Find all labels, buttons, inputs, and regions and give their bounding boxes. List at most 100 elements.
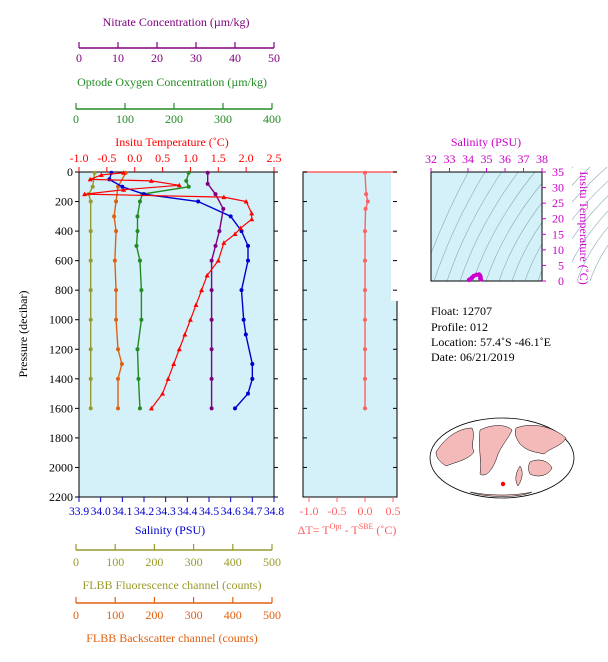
oxygen-tick-label: 400 (263, 112, 281, 126)
world-map (429, 417, 575, 499)
nitrate-tick-label: 10 (112, 51, 124, 65)
oxygen-point (137, 258, 142, 263)
temperature-point (148, 178, 154, 183)
ts-salinity-axis-label: Salinity (PSU) (451, 135, 521, 149)
delta-t-point (365, 199, 370, 204)
temperature-point (82, 191, 88, 197)
oxygen-point (137, 406, 142, 411)
density-contour (576, 226, 608, 282)
pressure-tick-label: 600 (55, 254, 73, 268)
nitrate-point (209, 258, 214, 263)
temperature-point (160, 391, 166, 396)
ts-temperature-tick-label: 5 (558, 258, 564, 272)
ts-mask-right (542, 152, 572, 292)
backscatter-profile-line (113, 172, 127, 409)
salinity-axis-label: Salinity (PSU) (135, 523, 205, 537)
delta-t-point (363, 206, 368, 211)
fluorescence-point (88, 229, 93, 234)
float-id-text: Float: 12707 (431, 304, 493, 318)
ts-salinity-tick-label: 33 (444, 152, 456, 166)
temperature-point (199, 287, 205, 293)
ts-temperature-tick-label: 30 (552, 181, 564, 195)
temperature-point (221, 194, 227, 200)
temperature-point (204, 272, 210, 278)
nitrate-point (209, 317, 214, 322)
nitrate-point (217, 229, 222, 234)
delta-t-point (363, 170, 367, 175)
temperature-point (182, 332, 188, 337)
backscatter-point (114, 229, 119, 234)
fluorescence-tick-label: 100 (106, 555, 124, 569)
delta-t-tick-label: 0.0 (358, 504, 373, 518)
salinity-point (250, 362, 255, 367)
density-contour (459, 166, 523, 282)
oxygen-profile-line (135, 172, 190, 409)
ts-salinity-tick-label: 37 (518, 152, 530, 166)
temperature-point (187, 317, 193, 322)
ts-plot-area (430, 171, 543, 282)
float-location-marker (500, 481, 506, 487)
delta-t-point (363, 288, 367, 293)
density-contour (589, 244, 608, 282)
fluorescence-point (90, 184, 95, 189)
salinity-point (228, 214, 233, 219)
salinity-point (239, 288, 244, 293)
oxygen-point (135, 214, 140, 219)
temperature-tick-label: 0.0 (127, 151, 142, 165)
pressure-tick-label: 200 (55, 195, 73, 209)
delta-t-tick-label: -0.5 (328, 504, 347, 518)
fluorescence-tick-label: 200 (145, 555, 163, 569)
fluorescence-tick-label: 500 (263, 555, 281, 569)
density-contour (433, 166, 489, 282)
oxygen-point (186, 184, 191, 189)
fluorescence-tick-label: 400 (224, 555, 242, 569)
nitrate-point (205, 170, 210, 175)
temperature-tick-label: 0.5 (155, 151, 170, 165)
ts-mask-top (391, 152, 551, 172)
backscatter-tick-label: 400 (224, 608, 242, 622)
temperature-tick-label: -0.5 (97, 151, 116, 165)
backscatter-point (116, 347, 120, 352)
oxygen-point (139, 317, 144, 322)
salinity-tick-label: 34.2 (134, 506, 154, 518)
ts-point (478, 277, 484, 282)
nitrate-point (209, 406, 214, 411)
nitrate-profile-line (206, 172, 225, 409)
delta-t-tick-label: -1.0 (300, 504, 319, 518)
nitrate-point (213, 243, 218, 248)
ts-salinity-tick-label: 36 (499, 152, 511, 166)
pressure-tick-label: 2000 (49, 460, 73, 474)
temperature-point (98, 172, 104, 177)
temperature-point (221, 240, 227, 245)
pressure-tick-label: 800 (55, 283, 73, 297)
temperature-point (176, 182, 182, 188)
pressure-tick-label: 2200 (49, 490, 73, 504)
ts-mask-bottom (391, 281, 551, 301)
temperature-tick-label: 2.5 (267, 151, 282, 165)
salinity-tick-label: 34.3 (156, 506, 176, 518)
temperature-tick-label: 1.5 (211, 151, 226, 165)
oxygen-point (184, 178, 189, 183)
delta-t-point (364, 192, 369, 197)
fluorescence-point (88, 376, 93, 381)
temperature-point (232, 231, 238, 237)
salinity-tick-label: 34.6 (221, 506, 241, 518)
salinity-tick-label: 33.9 (69, 506, 89, 518)
fluorescence-axis-label: FLBB Fluorescence channel (counts) (83, 578, 262, 592)
temperature-point (215, 258, 221, 263)
salinity-point (246, 243, 250, 248)
fluorescence-point (88, 347, 93, 352)
backscatter-tick-label: 300 (185, 608, 203, 622)
oxygen-axis-label: Optode Oxygen Concentration (µm/kg) (77, 75, 267, 89)
nitrate-tick-label: 20 (151, 51, 163, 65)
backscatter-point (114, 199, 119, 204)
salinity-point (250, 376, 255, 381)
temperature-point (148, 405, 154, 411)
fluorescence-point (88, 406, 93, 411)
salinity-point (233, 406, 237, 411)
pressure-tick-label: 1400 (49, 372, 73, 386)
salinity-tick-label: 34.5 (199, 506, 219, 518)
main-plot-area (78, 171, 275, 498)
delta-t-axis-label: ΔT= TOpt - TSBE (˚C) (298, 522, 397, 537)
